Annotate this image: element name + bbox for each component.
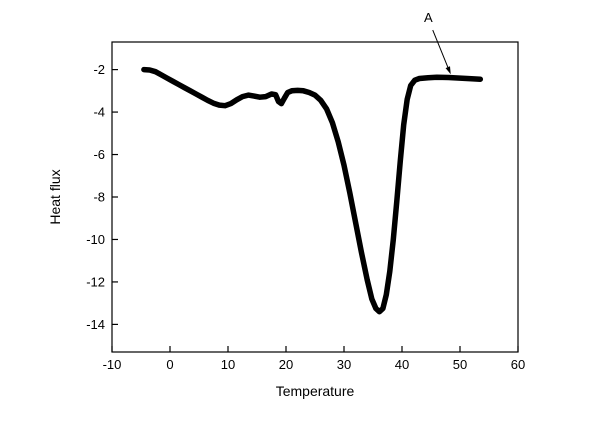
x-tick-label: 30 <box>337 357 351 372</box>
x-tick-label: 60 <box>511 357 525 372</box>
x-tick-label: 0 <box>166 357 173 372</box>
y-tick-label: -14 <box>86 317 105 332</box>
y-axis-title: Heat flux <box>47 169 63 225</box>
annotation-arrowhead <box>445 66 451 75</box>
y-tick-label: -10 <box>86 232 105 247</box>
x-tick-label: -10 <box>103 357 122 372</box>
axes-box <box>111 41 519 353</box>
annotation-label-a: A <box>424 10 433 25</box>
x-tick-label: 20 <box>279 357 293 372</box>
x-tick-label: 10 <box>221 357 235 372</box>
heat-flux-curve <box>141 66 484 315</box>
y-tick-label: -12 <box>86 274 105 289</box>
x-tick-label: 40 <box>395 357 409 372</box>
x-axis-title: Temperature <box>275 383 355 399</box>
y-tick-label: -2 <box>93 62 105 77</box>
x-tick-label: 50 <box>453 357 467 372</box>
y-tick-label: -8 <box>93 190 105 205</box>
annotation-arrow-line <box>432 29 450 71</box>
y-tick-label: -4 <box>93 105 105 120</box>
y-tick-label: -6 <box>93 147 105 162</box>
